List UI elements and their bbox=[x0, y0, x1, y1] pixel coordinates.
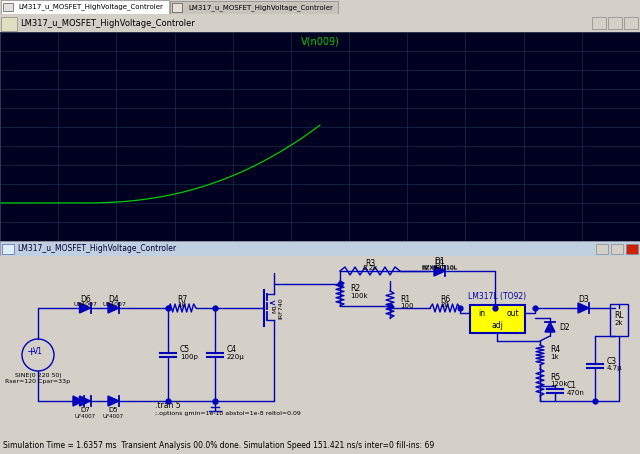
Text: UF4007: UF4007 bbox=[102, 414, 124, 419]
Text: 8.2k: 8.2k bbox=[362, 265, 378, 271]
Polygon shape bbox=[73, 396, 83, 406]
Bar bbox=[626, 244, 638, 254]
Text: D2: D2 bbox=[559, 322, 570, 331]
Text: D1: D1 bbox=[435, 257, 445, 266]
Text: LM317_u_MOSFET_HighVoltage_Controler: LM317_u_MOSFET_HighVoltage_Controler bbox=[18, 4, 163, 10]
Bar bbox=[170, 1, 338, 14]
Text: 20: 20 bbox=[440, 302, 449, 308]
Text: R2: R2 bbox=[350, 284, 360, 293]
Polygon shape bbox=[545, 322, 555, 332]
Text: 4.7µ: 4.7µ bbox=[607, 365, 623, 371]
Text: 470n: 470n bbox=[567, 390, 585, 396]
Text: R3: R3 bbox=[365, 258, 375, 267]
Text: R4: R4 bbox=[550, 345, 560, 355]
Text: V1: V1 bbox=[33, 346, 43, 355]
Text: SINE(0 220 50): SINE(0 220 50) bbox=[15, 374, 61, 379]
Text: .tran 5: .tran 5 bbox=[155, 401, 180, 410]
Text: LM317L (TO92): LM317L (TO92) bbox=[468, 292, 527, 301]
Bar bbox=[1, 17, 17, 31]
Text: in: in bbox=[479, 309, 486, 317]
Text: M1
IRF740: M1 IRF740 bbox=[273, 297, 284, 319]
Bar bbox=[3, 3, 13, 11]
Text: 100: 100 bbox=[400, 304, 413, 310]
Text: C3: C3 bbox=[607, 356, 617, 365]
Text: UF4007: UF4007 bbox=[102, 302, 126, 307]
Text: out: out bbox=[507, 309, 519, 317]
Bar bbox=[610, 304, 628, 336]
Text: D1: D1 bbox=[435, 258, 445, 267]
Bar bbox=[592, 17, 606, 29]
Text: R7: R7 bbox=[177, 296, 187, 305]
Bar bbox=[624, 17, 638, 29]
Text: Simulation Time = 1.6357 ms  Transient Analysis 00.0% done. Simulation Speed 151: Simulation Time = 1.6357 ms Transient An… bbox=[3, 440, 435, 449]
Bar bbox=[611, 244, 623, 254]
Polygon shape bbox=[434, 266, 445, 276]
Text: BZX84C10L: BZX84C10L bbox=[422, 266, 458, 271]
Bar bbox=[608, 17, 622, 29]
Text: +: + bbox=[26, 347, 36, 357]
Text: C5: C5 bbox=[180, 345, 190, 354]
Text: LM317_u_MOSFET_HighVoltage_Controler: LM317_u_MOSFET_HighVoltage_Controler bbox=[20, 19, 195, 28]
Text: C1: C1 bbox=[567, 381, 577, 390]
Bar bbox=[172, 3, 182, 12]
Text: 2k: 2k bbox=[615, 320, 623, 326]
Text: D3: D3 bbox=[579, 295, 589, 304]
Polygon shape bbox=[108, 396, 119, 406]
Text: R5: R5 bbox=[550, 373, 560, 382]
Text: D5: D5 bbox=[108, 407, 118, 413]
Text: LM317_u_MOSFET_HighVoltage_Controler: LM317_u_MOSFET_HighVoltage_Controler bbox=[17, 244, 176, 253]
Text: 10: 10 bbox=[177, 302, 186, 308]
Text: UF4007: UF4007 bbox=[74, 414, 95, 419]
Text: D7: D7 bbox=[80, 407, 90, 413]
Polygon shape bbox=[79, 303, 90, 313]
Bar bbox=[1, 0, 169, 14]
Text: UF4007: UF4007 bbox=[74, 302, 97, 307]
Text: D4: D4 bbox=[109, 295, 120, 304]
Text: V(n009): V(n009) bbox=[301, 36, 339, 46]
Polygon shape bbox=[79, 396, 90, 406]
Text: Rser=120 Cpar=33p: Rser=120 Cpar=33p bbox=[5, 380, 70, 385]
Text: 220µ: 220µ bbox=[227, 354, 244, 360]
Polygon shape bbox=[108, 303, 119, 313]
Text: BZX84C10L: BZX84C10L bbox=[422, 265, 458, 270]
Polygon shape bbox=[578, 303, 589, 313]
Text: R1: R1 bbox=[400, 295, 410, 304]
Bar bbox=[470, 305, 525, 333]
Bar bbox=[596, 244, 608, 254]
Text: RL: RL bbox=[614, 311, 624, 321]
Text: 100p: 100p bbox=[180, 354, 198, 360]
Text: 100k: 100k bbox=[350, 292, 367, 298]
Text: 1k: 1k bbox=[550, 354, 559, 360]
Text: ;.options gmin=1e-10 abstol=1e-8 reltol=0.09: ;.options gmin=1e-10 abstol=1e-8 reltol=… bbox=[155, 410, 301, 415]
Text: adj: adj bbox=[491, 321, 503, 331]
Text: 120k: 120k bbox=[550, 381, 568, 388]
Text: C4: C4 bbox=[227, 345, 237, 354]
Bar bbox=[2, 244, 14, 254]
Text: LM317_u_MOSFET_HighVoltage_Controler: LM317_u_MOSFET_HighVoltage_Controler bbox=[188, 4, 333, 11]
Text: R6: R6 bbox=[440, 296, 450, 305]
Text: D6: D6 bbox=[80, 295, 91, 304]
